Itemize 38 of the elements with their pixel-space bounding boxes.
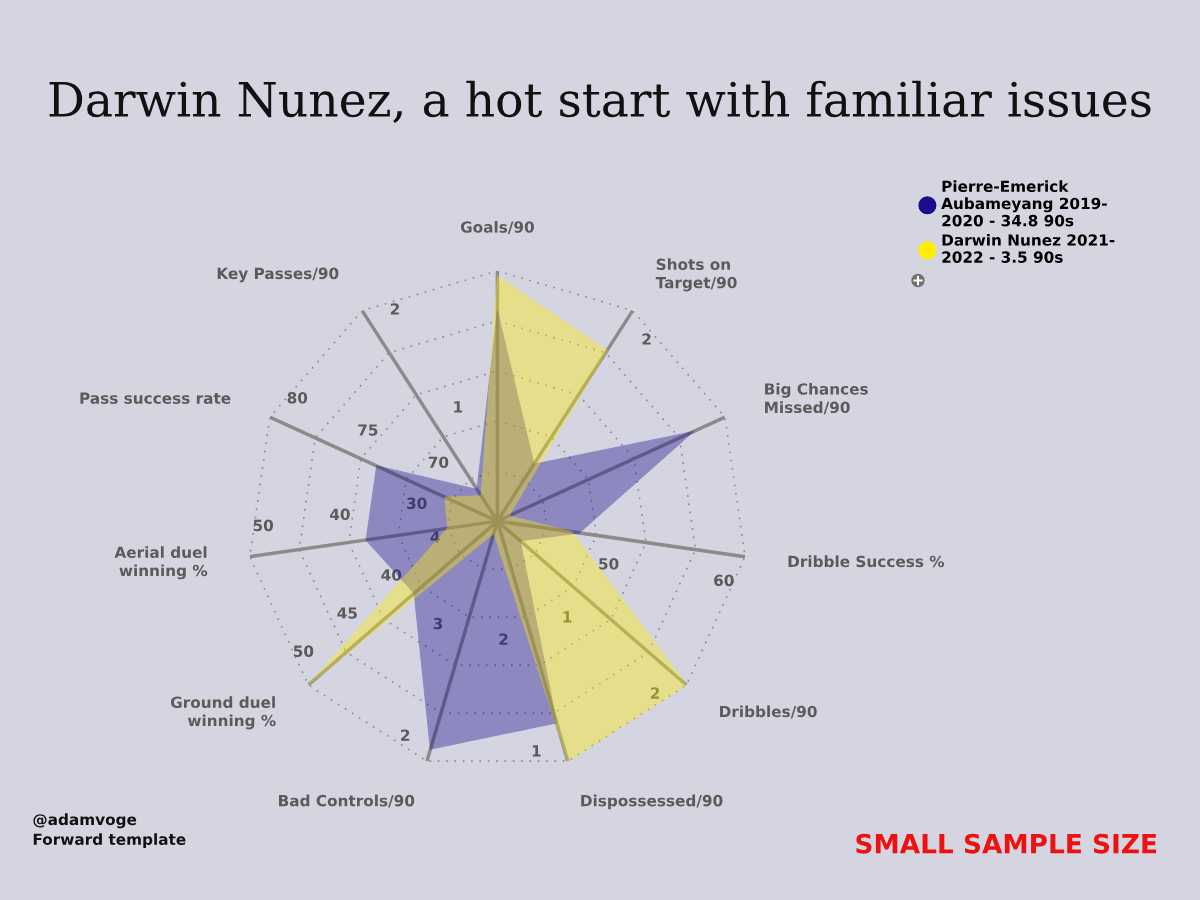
spoke-label: Aerial duel winning %	[114, 546, 208, 580]
text: 3	[433, 617, 443, 630]
chart-title: Darwin Nunez, a hot start with familiar issues	[49, 80, 1151, 123]
text: 2	[499, 633, 508, 645]
text: 1	[454, 401, 463, 413]
text: 40	[381, 569, 402, 581]
text: 60	[714, 574, 734, 587]
text: 80	[287, 392, 308, 404]
text: 75	[358, 424, 378, 436]
text: SMALL SAMPLE SIZE	[856, 833, 1157, 854]
spoke-label: Goals/90	[460, 220, 534, 234]
spoke-label: Key Passes/90	[217, 267, 339, 283]
spoke-label: Pass success rate	[80, 392, 231, 404]
spoke-label: Shots on Target/90	[655, 258, 737, 292]
text: 2	[642, 333, 651, 345]
text: 40	[329, 508, 350, 521]
text: 70	[428, 456, 449, 469]
spoke-label: Dribble Success %	[788, 555, 945, 568]
spoke-label: Bad Controls/90	[279, 794, 415, 808]
legend-label: Pierre-Emerick Aubameyang 2019- 2020 - 34.8 90s	[941, 180, 1107, 227]
spoke-label: Big Chances Missed/90	[765, 382, 868, 415]
text: 50	[599, 558, 619, 570]
text: 2	[650, 687, 660, 699]
text: 50	[253, 519, 274, 532]
text: 1	[563, 611, 572, 623]
legend-label: Darwin Nunez 2021- 2022 - 3.5 90s	[942, 233, 1115, 263]
spoke-label: Dribbles/90	[720, 705, 817, 719]
spoke-label: Dispossessed/90	[581, 794, 723, 810]
text: 2	[401, 729, 410, 741]
text: Forward template	[33, 833, 186, 848]
text: 45	[337, 607, 357, 619]
text: 1	[532, 745, 541, 757]
text: 2	[390, 303, 399, 315]
spoke-label: Ground duel winning %	[170, 696, 276, 730]
text: @adamvoge	[33, 813, 137, 829]
text: 4	[430, 531, 440, 543]
text: 30	[407, 497, 427, 510]
text: 50	[293, 645, 314, 657]
